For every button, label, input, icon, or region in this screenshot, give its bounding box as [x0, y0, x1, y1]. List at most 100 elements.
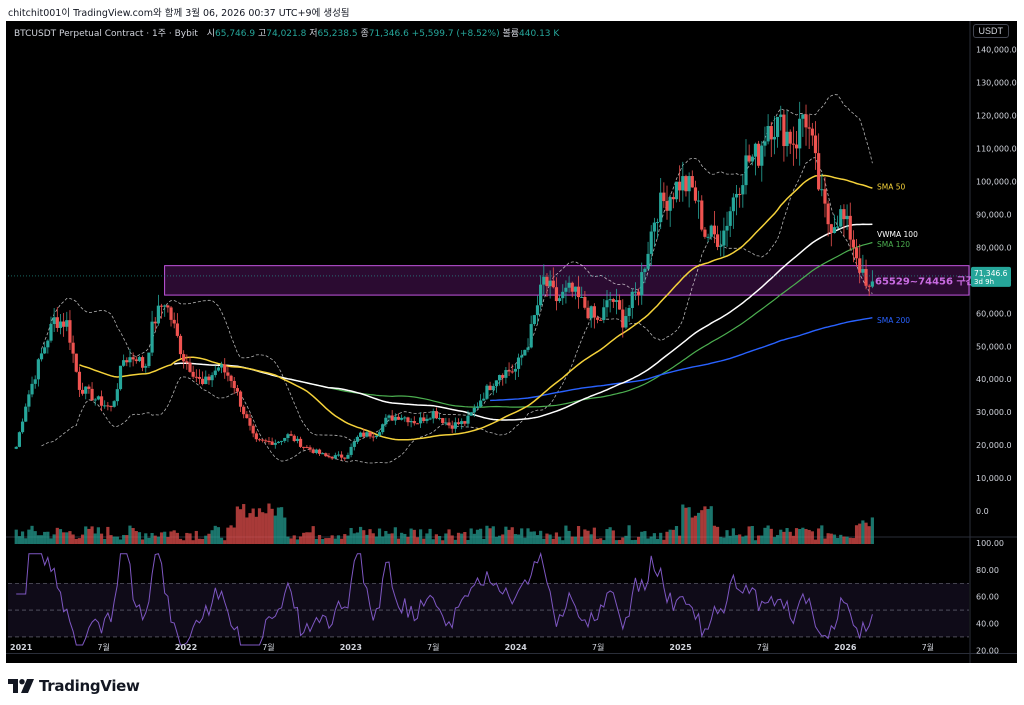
candle-body[interactable]: [731, 197, 735, 212]
candle-body[interactable]: [548, 280, 552, 287]
candle-body[interactable]: [384, 417, 388, 425]
candle-body[interactable]: [115, 389, 119, 402]
candle-body[interactable]: [532, 315, 536, 325]
candle-body[interactable]: [728, 211, 732, 226]
candle-body[interactable]: [441, 418, 445, 423]
candle-body[interactable]: [387, 415, 391, 418]
candle-body[interactable]: [611, 299, 615, 302]
candle-body[interactable]: [681, 176, 685, 191]
rsi-line[interactable]: [16, 551, 873, 646]
candle-body[interactable]: [491, 386, 495, 391]
candle-body[interactable]: [276, 441, 281, 443]
candle-body[interactable]: [305, 446, 309, 448]
chart-canvas[interactable]: 140,000.0 130,000.0 120,000.0 110,000.0 100,…: [6, 21, 1017, 663]
candle-body[interactable]: [561, 291, 565, 299]
candle-body[interactable]: [864, 269, 868, 286]
candle-body[interactable]: [466, 415, 470, 424]
candle-body[interactable]: [52, 317, 56, 324]
candle-body[interactable]: [551, 280, 555, 288]
candle-body[interactable]: [741, 185, 745, 195]
candle-body[interactable]: [68, 320, 72, 343]
candle-body[interactable]: [74, 353, 78, 372]
candle-body[interactable]: [431, 411, 435, 419]
candle-body[interactable]: [504, 370, 508, 378]
candle-body[interactable]: [270, 441, 274, 445]
candle-body[interactable]: [488, 385, 492, 391]
candle-body[interactable]: [106, 405, 110, 407]
candle-body[interactable]: [794, 144, 799, 149]
chart-frame[interactable]: 140,000.0 130,000.0 120,000.0 110,000.0 100,…: [6, 21, 1017, 663]
candle-body[interactable]: [327, 456, 331, 458]
candle-body[interactable]: [469, 412, 473, 416]
candle-body[interactable]: [734, 193, 739, 198]
candle-body[interactable]: [207, 376, 211, 381]
candle-body[interactable]: [188, 362, 192, 372]
candle-body[interactable]: [273, 442, 277, 445]
candle-body[interactable]: [437, 418, 442, 420]
candle-body[interactable]: [453, 422, 457, 429]
candle-body[interactable]: [77, 371, 82, 390]
candle-body[interactable]: [311, 449, 315, 453]
candle-body[interactable]: [463, 421, 467, 424]
candle-body[interactable]: [235, 388, 239, 392]
candle-body[interactable]: [62, 321, 66, 327]
candle-body[interactable]: [580, 296, 584, 298]
candle-body[interactable]: [573, 286, 578, 292]
candle-body[interactable]: [103, 405, 107, 407]
candle-body[interactable]: [602, 307, 606, 320]
candle-body[interactable]: [643, 268, 647, 273]
candle-body[interactable]: [472, 407, 476, 413]
candle-body[interactable]: [289, 434, 293, 436]
candle-body[interactable]: [324, 453, 328, 457]
candle-body[interactable]: [191, 371, 195, 377]
candle-body[interactable]: [283, 437, 287, 441]
candle-body[interactable]: [744, 155, 748, 186]
candle-body[interactable]: [147, 352, 151, 367]
candle-body[interactable]: [785, 131, 789, 147]
candle-body[interactable]: [839, 209, 843, 227]
candle-body[interactable]: [520, 355, 524, 358]
candle-body[interactable]: [229, 375, 233, 381]
candle-body[interactable]: [586, 307, 590, 319]
candle-body[interactable]: [845, 215, 849, 220]
candle-body[interactable]: [65, 320, 69, 327]
candle-body[interactable]: [308, 447, 312, 450]
candle-body[interactable]: [396, 416, 401, 420]
candle-body[interactable]: [791, 143, 795, 145]
candle-body[interactable]: [576, 286, 581, 298]
candle-body[interactable]: [245, 414, 249, 419]
tradingview-logo[interactable]: TradingView: [8, 676, 140, 696]
candle-body[interactable]: [836, 226, 840, 228]
candle-body[interactable]: [529, 324, 533, 348]
candle-body[interactable]: [636, 291, 641, 296]
currency-unit-button[interactable]: USDT: [972, 24, 1009, 38]
candle-body[interactable]: [358, 432, 363, 437]
candle-body[interactable]: [760, 145, 764, 166]
candle-body[interactable]: [614, 300, 619, 302]
candle-body[interactable]: [302, 446, 306, 448]
candle-body[interactable]: [823, 189, 827, 204]
candle-body[interactable]: [801, 114, 805, 119]
candle-body[interactable]: [592, 306, 596, 318]
candle-body[interactable]: [668, 197, 672, 211]
candle-body[interactable]: [182, 354, 186, 362]
candle-body[interactable]: [406, 417, 410, 423]
candle-body[interactable]: [96, 396, 100, 400]
candle-body[interactable]: [700, 200, 704, 230]
candle-body[interactable]: [374, 435, 378, 438]
candle-body[interactable]: [817, 153, 821, 190]
candle-body[interactable]: [238, 391, 243, 407]
candle-body[interactable]: [355, 436, 360, 442]
candle-body[interactable]: [58, 321, 63, 328]
candle-body[interactable]: [422, 417, 426, 421]
candle-body[interactable]: [665, 201, 669, 211]
candle-body[interactable]: [804, 114, 808, 128]
candle-body[interactable]: [703, 229, 707, 237]
candle-body[interactable]: [267, 441, 271, 443]
candle-body[interactable]: [118, 365, 123, 390]
candle-body[interactable]: [618, 300, 622, 310]
candle-body[interactable]: [652, 222, 656, 232]
candle-body[interactable]: [185, 361, 189, 363]
candle-body[interactable]: [340, 454, 344, 458]
candle-body[interactable]: [137, 357, 142, 362]
